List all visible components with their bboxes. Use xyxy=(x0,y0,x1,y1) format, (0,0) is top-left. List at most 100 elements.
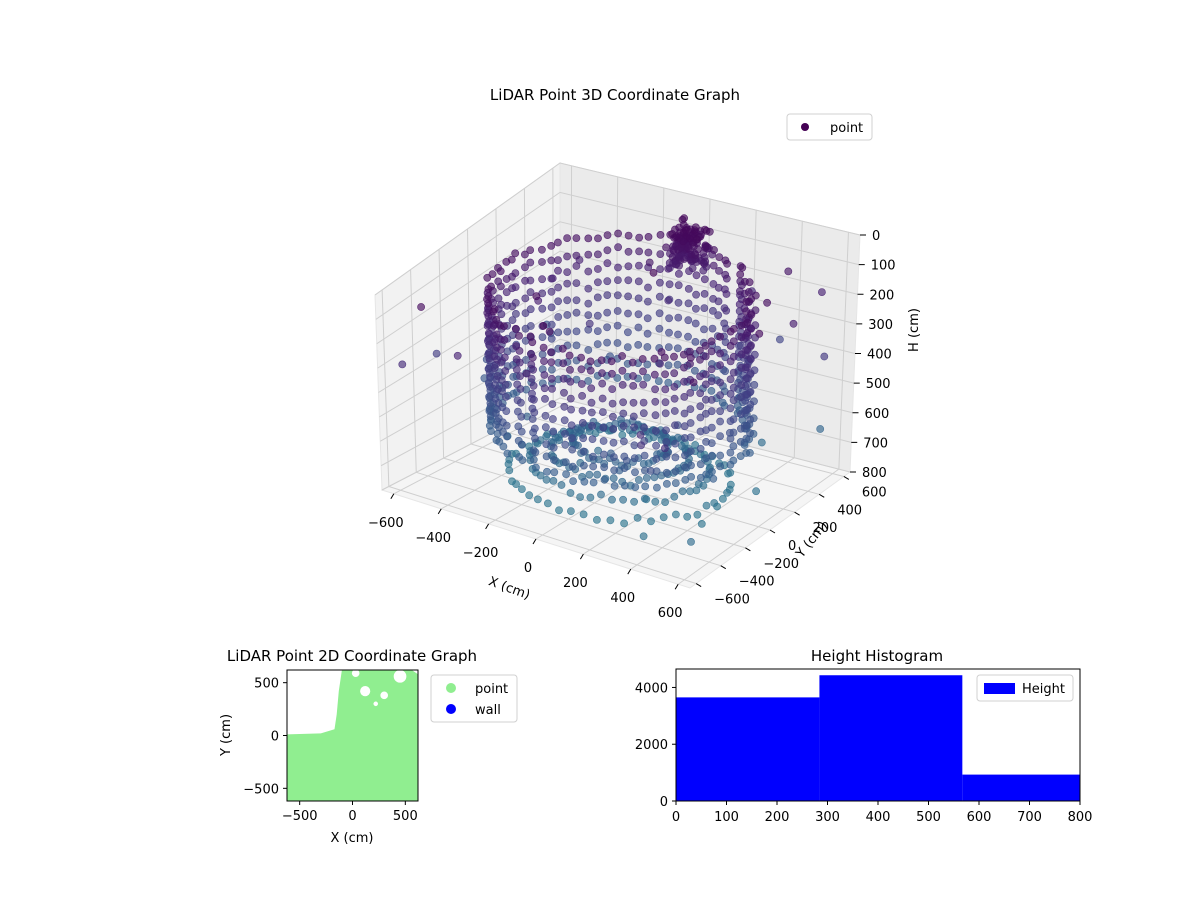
point-3d xyxy=(547,303,556,312)
tick-hist-x-label: 600 xyxy=(967,810,992,825)
point-3d xyxy=(598,379,607,388)
legend-hist-swatch xyxy=(984,683,1015,694)
point-3d xyxy=(578,406,587,415)
point-3d xyxy=(542,475,551,484)
point-3d xyxy=(608,495,616,504)
point-3d xyxy=(716,462,725,471)
legend-2d-point-marker xyxy=(446,683,456,693)
point-3d xyxy=(746,429,754,438)
3d-ticks: −600−400−2000200400600−600−400−200020040… xyxy=(368,229,896,621)
point-3d xyxy=(542,452,551,461)
tick-x-mark xyxy=(437,508,442,515)
hist-bar xyxy=(676,697,820,801)
point-3d xyxy=(586,493,595,502)
point-3d xyxy=(502,407,511,415)
point-3d xyxy=(736,437,745,446)
point-3d xyxy=(566,394,575,403)
point-3d xyxy=(572,341,581,350)
point-3d xyxy=(504,460,513,468)
point-3d xyxy=(536,471,545,480)
point-3d xyxy=(584,299,593,308)
legend-hist-frame xyxy=(976,674,1074,702)
point-3d xyxy=(662,437,671,446)
tick-y-mark xyxy=(818,493,825,498)
point-3d xyxy=(700,304,709,312)
3d-points xyxy=(398,214,829,546)
point-3d xyxy=(613,339,622,347)
point-3d xyxy=(594,278,602,287)
legend-2d-wall-marker xyxy=(446,704,456,714)
point-3d xyxy=(563,252,571,261)
point-3d xyxy=(588,435,597,443)
point-3d xyxy=(674,281,683,290)
point-3d xyxy=(589,452,597,461)
chart-3d: LiDAR Point 3D Coordinate Graph −600 −400… xyxy=(368,86,922,621)
point-3d xyxy=(818,288,826,296)
point-3d xyxy=(661,370,669,379)
point-3d xyxy=(722,274,731,283)
point-3d xyxy=(737,321,746,330)
point-3d xyxy=(549,443,558,452)
point-3d xyxy=(702,437,710,446)
point-3d xyxy=(650,370,659,379)
point-3d xyxy=(679,350,688,359)
point-3d xyxy=(671,479,680,487)
point-3d xyxy=(671,453,680,462)
point-3d xyxy=(702,454,710,462)
point-3d xyxy=(744,288,753,296)
point-3d xyxy=(598,369,606,377)
point-3d xyxy=(709,306,717,315)
point-3d xyxy=(665,280,674,289)
point-3d xyxy=(747,310,756,319)
point-3d xyxy=(577,380,586,388)
point-3d xyxy=(538,258,546,266)
point-3d xyxy=(518,485,526,493)
point-3d xyxy=(668,230,677,238)
point-3d xyxy=(662,426,670,435)
point-3d xyxy=(681,475,690,484)
point-3d xyxy=(661,409,670,418)
point-3d xyxy=(572,327,581,336)
point-3d xyxy=(633,514,642,522)
point-3d xyxy=(593,293,602,302)
legend-hist-label: Height xyxy=(1022,682,1065,697)
point-3d xyxy=(661,444,669,453)
point-3d xyxy=(745,278,754,287)
point-3d xyxy=(566,365,574,374)
tick-x-label: −400 xyxy=(415,531,451,546)
point-3d xyxy=(599,408,607,416)
point-3d xyxy=(686,353,695,362)
2d-plot-area xyxy=(286,669,419,802)
point-3d xyxy=(702,409,710,418)
point-3d xyxy=(653,483,661,492)
point-3d xyxy=(710,246,718,254)
point-3d xyxy=(500,322,508,331)
point-3d xyxy=(634,294,643,303)
point-3d xyxy=(515,358,524,367)
point-3d xyxy=(550,468,559,477)
tick-x-mark xyxy=(485,523,490,530)
point-3d xyxy=(528,353,537,362)
point-3d xyxy=(584,346,593,354)
point-3d xyxy=(517,412,526,421)
point-3d xyxy=(746,400,755,409)
point-3d xyxy=(554,256,562,264)
point-3d xyxy=(525,491,534,500)
tick-y-mark xyxy=(720,565,727,570)
point-3d xyxy=(635,247,643,256)
point-3d xyxy=(584,377,593,385)
point-3d xyxy=(671,467,680,476)
point-3d xyxy=(609,474,618,483)
point-3d xyxy=(609,424,618,433)
point-3d xyxy=(726,434,735,443)
point-3d xyxy=(487,427,495,435)
point-3d xyxy=(565,351,574,360)
point-3d xyxy=(587,408,596,417)
point-3d xyxy=(550,456,558,464)
point-3d xyxy=(656,265,664,273)
point-3d xyxy=(645,258,654,267)
point-3d xyxy=(516,372,524,380)
point-3d xyxy=(554,283,562,292)
point-3d xyxy=(577,353,585,362)
point-3d xyxy=(656,359,664,368)
